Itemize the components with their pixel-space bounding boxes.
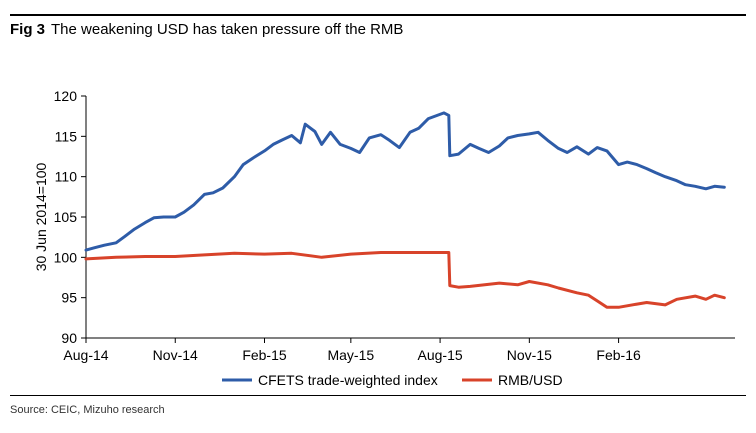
y-axis: 90 95 100 105 110 115 120 30 Jun 2014=100: [33, 88, 87, 346]
footer-rule: [10, 395, 746, 396]
y-tick-label: 95: [61, 290, 77, 306]
legend-label-rmb-usd: RMB/USD: [498, 372, 563, 388]
figure-number: Fig 3: [10, 21, 46, 38]
x-axis: Aug-14 Nov-14 Feb-15 May-15 Aug-15 Nov-15 Feb-…: [63, 337, 735, 363]
legend-label-cfets: CFETS trade-weighted index: [258, 372, 438, 388]
series-line-cfets: [84, 111, 726, 252]
y-tick-label: 100: [54, 249, 78, 265]
y-tick-label: 115: [55, 128, 78, 144]
legend: CFETS trade-weighted index RMB/USD: [222, 372, 563, 388]
x-tick-label: Aug-15: [418, 347, 463, 363]
x-tick-label: Nov-15: [507, 347, 552, 363]
y-tick-label: 90: [61, 330, 77, 346]
x-tick-label: Nov-14: [153, 347, 198, 363]
x-tick-label: Feb-15: [242, 347, 287, 363]
header-rule: [10, 14, 746, 16]
figure-title-text: The weakening USD has taken pressure off…: [51, 21, 404, 38]
y-tick-label: 110: [55, 169, 78, 185]
series-lines: [84, 111, 726, 309]
y-tick-label: 105: [54, 209, 78, 225]
x-tick-label: Feb-16: [596, 347, 641, 363]
x-tick-label: May-15: [327, 347, 374, 363]
x-tick-label: Aug-14: [63, 347, 108, 363]
figure-title: Fig 3 The weakening USD has taken pressur…: [10, 21, 403, 38]
y-axis-title: 30 Jun 2014=100: [33, 162, 49, 271]
series-line-rmb-usd: [84, 251, 726, 309]
source-note: Source: CEIC, Mizuho research: [10, 404, 165, 416]
y-tick-label: 120: [54, 88, 78, 104]
